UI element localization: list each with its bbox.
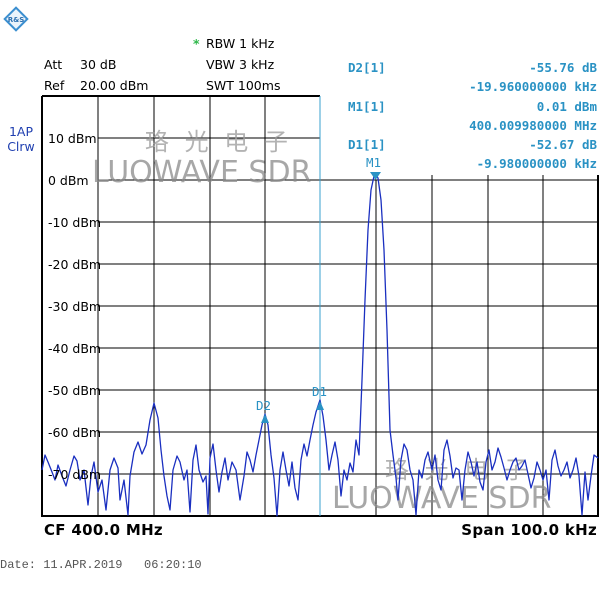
y-label-10: 10 dBm: [48, 131, 97, 146]
att-value: 30 dB: [80, 57, 117, 72]
spectrum-trace: [41, 174, 599, 517]
spectrum-plot[interactable]: 珞 光 电 子 LUOWAVE SDR 珞 光 电 子 LUOWAVE SDR: [0, 0, 600, 530]
marker-m1-icon: [370, 172, 381, 180]
marker-d2-position: -19.960000000 kHz: [469, 79, 597, 94]
y-label-minus10: -10 dBm: [48, 215, 102, 230]
y-label-minus30: -30 dBm: [48, 299, 102, 314]
rbw-modified-star: *: [193, 36, 200, 51]
plot-marker-d1-label: D1: [312, 384, 328, 399]
plot-marker-m1-label: M1: [366, 155, 382, 170]
marker-m1-name: M1[1]: [348, 99, 386, 114]
marker-d1-position: -9.980000000 kHz: [476, 156, 597, 171]
plot-marker-d2-label: D2: [256, 398, 272, 413]
span: Span 100.0 kHz: [461, 521, 597, 539]
trace-info: 1AP Clrw: [4, 124, 38, 154]
grid: [97, 96, 598, 516]
watermark-cn-top: 珞 光 电 子: [145, 128, 292, 156]
center-frequency: CF 400.0 MHz: [44, 521, 163, 539]
y-label-0: 0 dBm: [48, 173, 89, 188]
y-label-minus50: -50 dBm: [48, 383, 102, 398]
rbw-setting: RBW 1 kHz: [206, 36, 275, 51]
rohde-schwarz-logo: R&S: [3, 6, 29, 36]
marker-m1-value: 0.01 dBm: [536, 99, 597, 114]
capture-date: Date: 11.APR.2019 06:20:10: [0, 558, 202, 572]
y-label-minus40: -40 dBm: [48, 341, 102, 356]
marker-d1-value: -52.67 dB: [529, 137, 597, 152]
marker-d2-icon: [261, 414, 269, 423]
y-label-minus20: -20 dBm: [48, 257, 102, 272]
ref-label: Ref: [44, 78, 65, 93]
swt-setting: SWT 100ms: [206, 78, 281, 93]
marker-d2-name: D2[1]: [348, 60, 386, 75]
vbw-setting: VBW 3 kHz: [206, 57, 275, 72]
logo-diamond-icon: R&S: [3, 6, 29, 32]
ref-value: 20.00 dBm: [80, 78, 149, 93]
y-label-minus70: -70 dBm: [48, 467, 102, 482]
marker-d1-icon: [316, 401, 324, 410]
trace-detector: 1AP: [8, 124, 34, 139]
marker-d2-value: -55.76 dB: [529, 60, 597, 75]
watermark-en-top: LUOWAVE SDR: [92, 155, 311, 190]
y-label-minus60: -60 dBm: [48, 425, 102, 440]
marker-m1-position: 400.009980000 MHz: [469, 118, 597, 133]
svg-text:R&S: R&S: [8, 16, 25, 24]
att-label: Att: [44, 57, 63, 72]
trace-mode: Clrw: [7, 139, 35, 154]
marker-d1-name: D1[1]: [348, 137, 386, 152]
